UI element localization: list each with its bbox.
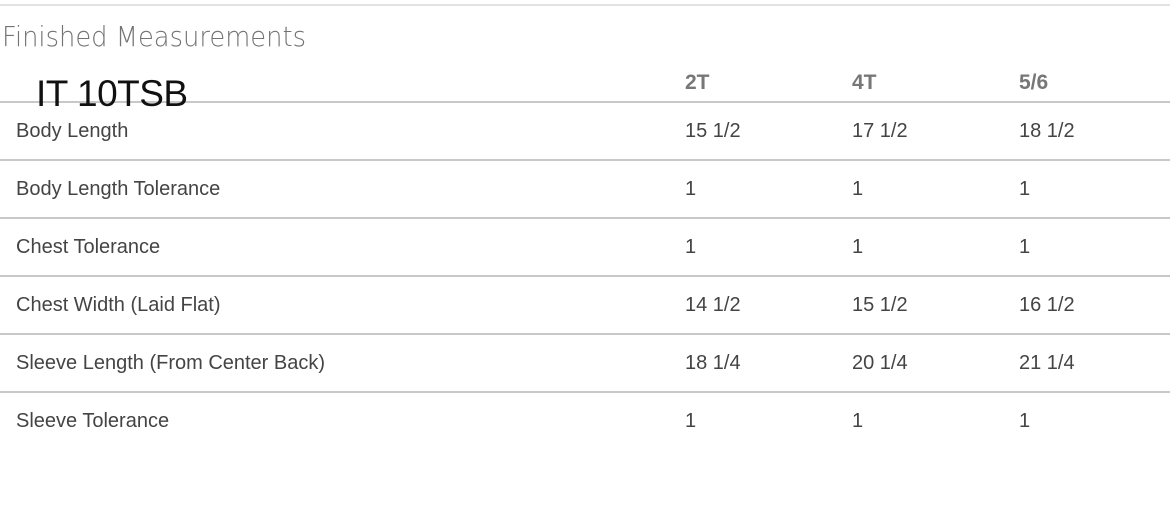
row-divider [0, 275, 1170, 277]
row-value: 21 1/4 [1019, 352, 1075, 374]
row-value: 15 1/2 [852, 294, 908, 316]
row-value: 1 [1019, 178, 1031, 200]
column-header: 5/6 [1019, 71, 1049, 94]
row-value: 1 [852, 178, 864, 200]
row-divider [0, 391, 1170, 393]
column-header: 4T [852, 71, 877, 94]
row-label: Sleeve Length (From Center Back) [16, 352, 326, 374]
row-value: 1 [685, 178, 697, 200]
row-value: 1 [852, 236, 864, 258]
row-label: Chest Tolerance [16, 236, 161, 258]
row-value: 17 1/2 [852, 120, 908, 142]
row-value: 1 [1019, 410, 1031, 432]
row-value: 1 [1019, 236, 1031, 258]
row-label: Body Length Tolerance [16, 178, 221, 200]
row-divider [0, 217, 1170, 219]
row-label: Body Length [16, 120, 129, 142]
row-value: 16 1/2 [1019, 294, 1075, 316]
row-label: Chest Width (Laid Flat) [16, 294, 221, 316]
row-value: 1 [685, 236, 697, 258]
row-value: 1 [685, 410, 697, 432]
row-value: 15 1/2 [685, 120, 741, 142]
row-value: 1 [852, 410, 864, 432]
column-header: 2T [685, 71, 710, 94]
row-value: 20 1/4 [852, 352, 908, 374]
row-divider [0, 333, 1170, 335]
style-code-label: IT 10TSB [36, 73, 188, 114]
row-value: 18 1/4 [685, 352, 741, 374]
row-label: Sleeve Tolerance [16, 410, 170, 432]
top-divider [0, 4, 1170, 6]
section-title: Finished Measurements [2, 20, 306, 53]
row-value: 14 1/2 [685, 294, 741, 316]
row-divider [0, 159, 1170, 161]
row-value: 18 1/2 [1019, 120, 1075, 142]
row-divider [0, 101, 1170, 103]
